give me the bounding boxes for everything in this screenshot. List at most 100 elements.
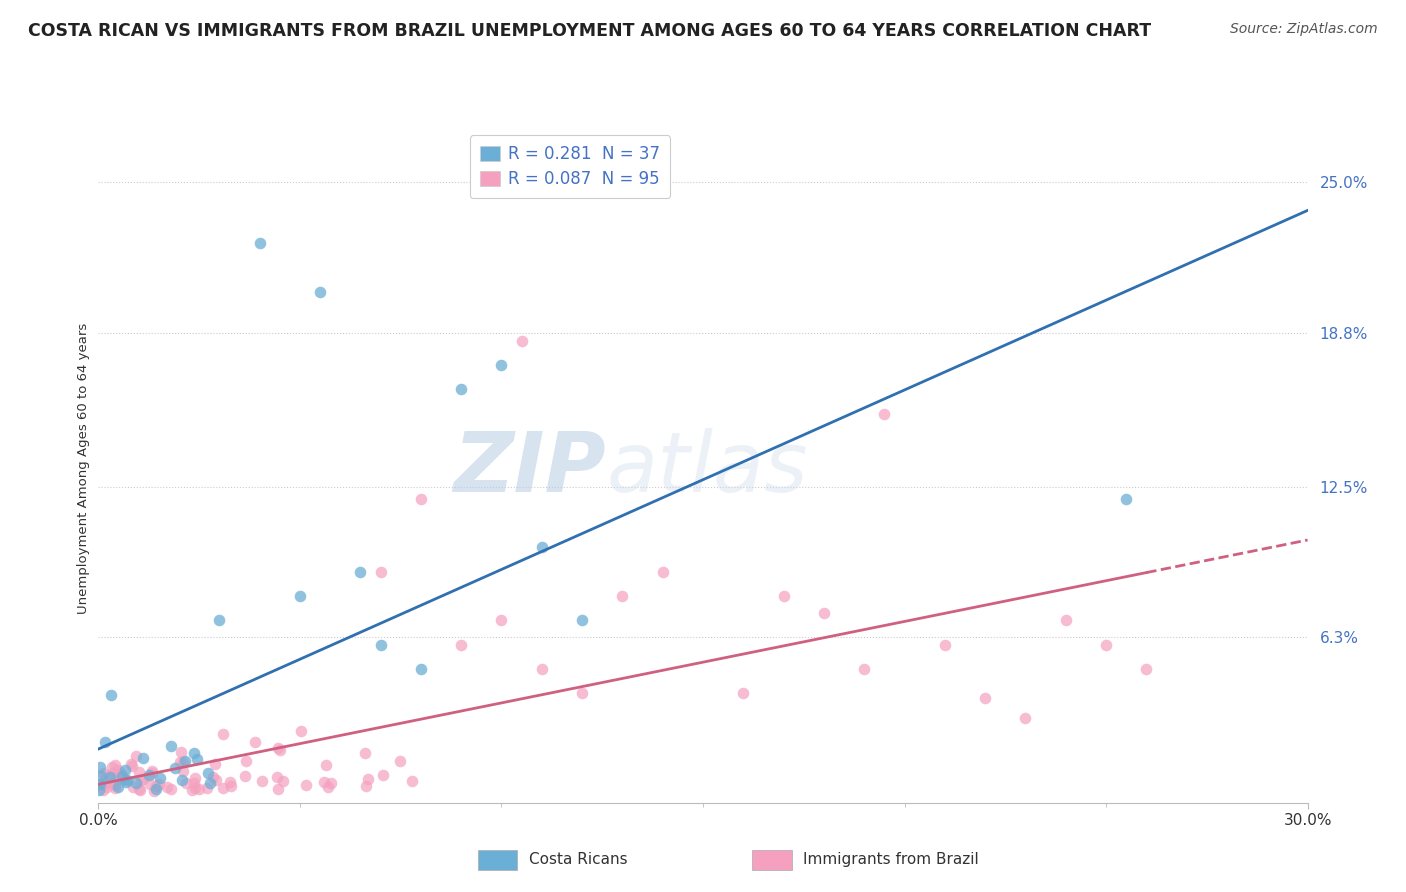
Point [183,776,205,790]
Point [104,757,127,772]
Point [370,565,392,579]
Point [212,781,235,796]
Point [186,752,208,766]
Point [218,774,240,789]
Point [170,744,193,758]
Point [295,778,318,792]
Text: Source: ZipAtlas.com: Source: ZipAtlas.com [1230,22,1378,37]
Point [1115,491,1137,506]
Point [148,777,170,791]
Point [89,783,111,797]
Point [271,774,294,789]
Point [491,613,513,627]
Point [121,780,143,795]
Point [125,748,148,763]
Point [288,589,311,603]
Point [1054,613,1077,627]
Point [389,754,412,768]
Point [172,755,194,769]
Point [169,756,191,770]
Point [205,773,228,788]
Point [115,774,138,789]
Point [235,754,257,768]
Point [96,780,118,795]
Point [97,768,120,782]
Point [409,491,432,506]
Point [269,743,291,757]
Point [128,782,150,797]
Point [170,773,193,788]
Point [181,783,204,797]
Point [612,589,634,603]
Point [90,769,112,783]
Point [813,606,835,620]
Point [354,779,377,793]
Point [128,782,150,797]
Point [173,754,195,768]
Point [141,765,163,780]
Point [96,770,118,784]
Point [145,779,167,793]
Point [156,780,179,794]
Point [114,763,136,777]
Text: atlas: atlas [606,428,808,508]
Point [172,764,194,778]
Point [160,781,183,796]
Point [131,751,153,765]
Point [314,774,336,789]
Point [101,760,124,774]
Point [141,764,163,779]
Point [107,763,129,777]
Point [530,541,553,555]
Point [974,691,997,706]
Point [142,783,165,797]
Point [145,782,167,797]
Point [208,613,231,627]
Point [221,779,243,793]
Point [733,686,755,700]
Point [129,773,152,788]
Point [184,771,207,785]
Point [110,766,132,780]
Point [316,780,339,795]
Point [252,773,274,788]
Point [371,768,394,782]
Point [107,780,129,794]
Point [1135,662,1157,676]
Point [128,765,150,780]
Text: COSTA RICAN VS IMMIGRANTS FROM BRAZIL UNEMPLOYMENT AMONG AGES 60 TO 64 YEARS COR: COSTA RICAN VS IMMIGRANTS FROM BRAZIL UN… [28,22,1152,40]
Point [290,724,312,739]
Point [100,775,122,789]
Point [1014,711,1036,725]
Point [107,767,129,781]
Point [491,358,513,372]
Point [183,746,205,760]
Point [100,688,122,702]
Y-axis label: Unemployment Among Ages 60 to 64 years: Unemployment Among Ages 60 to 64 years [77,323,90,614]
Point [353,746,375,760]
Point [104,778,127,792]
Point [91,783,114,797]
Point [93,777,115,791]
Point [94,774,117,789]
Point [121,759,143,773]
Point [184,781,207,796]
Point [267,741,290,756]
Point [98,770,121,784]
Point [89,777,111,791]
Point [120,757,142,772]
Point [93,777,115,791]
Point [174,776,197,790]
Point [934,638,956,652]
Point [249,236,271,251]
Point [233,769,256,783]
Point [94,734,117,748]
Point [201,770,224,784]
Point [198,776,221,790]
Point [571,613,593,627]
Point [149,772,172,786]
Point [530,662,553,676]
Point [107,772,129,786]
Point [349,565,371,579]
Point [132,772,155,786]
